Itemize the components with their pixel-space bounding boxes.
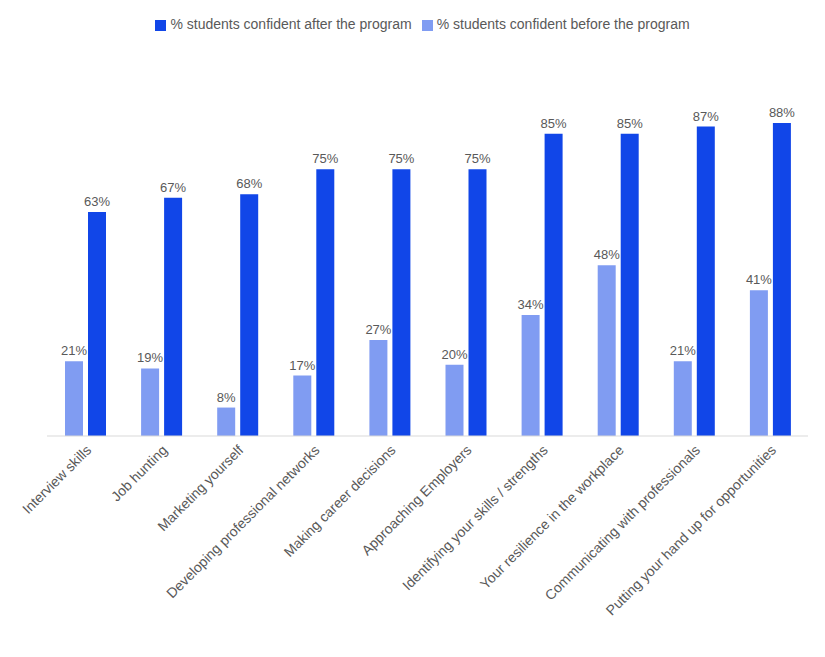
svg-text:Interview skills: Interview skills bbox=[19, 442, 94, 517]
svg-text:63%: 63% bbox=[84, 194, 110, 209]
svg-text:Your resilience in the workpla: Your resilience in the workplace bbox=[477, 442, 627, 592]
svg-text:75%: 75% bbox=[312, 151, 338, 166]
html-text:% students confident before th: % students confident before the program bbox=[436, 16, 690, 32]
svg-text:85%: 85% bbox=[617, 116, 643, 131]
svg-text:75%: 75% bbox=[464, 151, 490, 166]
svg-text:34%: 34% bbox=[518, 297, 544, 312]
svg-text:68%: 68% bbox=[236, 176, 262, 191]
svg-text:88%: 88% bbox=[769, 105, 795, 120]
svg-text:87%: 87% bbox=[693, 109, 719, 124]
svg-text:Putting your hand up for oppor: Putting your hand up for opportunities bbox=[603, 442, 779, 618]
svg-text:67%: 67% bbox=[160, 180, 186, 195]
svg-text:Making career decisions: Making career decisions bbox=[280, 441, 399, 560]
svg-text:85%: 85% bbox=[541, 116, 567, 131]
html-text:% students confident after the: % students confident after the program bbox=[170, 16, 412, 32]
svg-text:Marketing yourself: Marketing yourself bbox=[154, 441, 247, 534]
svg-text:8%: 8% bbox=[217, 390, 236, 405]
svg-text:Identifying your skills / stre: Identifying your skills / strengths bbox=[399, 442, 551, 594]
svg-text:20%: 20% bbox=[441, 347, 467, 362]
svg-text:75%: 75% bbox=[388, 151, 414, 166]
svg-text:21%: 21% bbox=[670, 343, 696, 358]
svg-text:Developing professional networ: Developing professional networks bbox=[163, 442, 322, 601]
svg-text:Job hunting: Job hunting bbox=[108, 442, 171, 505]
svg-text:Communicating with professiona: Communicating with professionals bbox=[541, 442, 703, 604]
svg-text:27%: 27% bbox=[365, 322, 391, 337]
svg-text:17%: 17% bbox=[289, 358, 315, 373]
svg-text:21%: 21% bbox=[61, 343, 87, 358]
svg-text:41%: 41% bbox=[746, 272, 772, 287]
svg-text:Approaching Employers: Approaching Employers bbox=[358, 441, 475, 559]
svg-text:19%: 19% bbox=[137, 350, 163, 365]
svg-text:48%: 48% bbox=[594, 247, 620, 262]
